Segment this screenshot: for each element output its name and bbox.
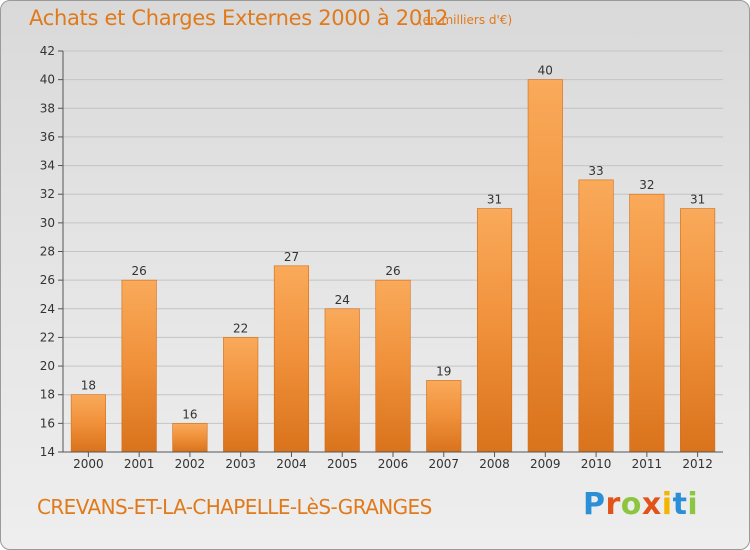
y-tick-label: 36 [40,130,55,144]
y-tick-label: 32 [40,187,55,201]
logo-letter: i [687,487,699,522]
data-label-2001: 26 [132,264,147,278]
data-label-2003: 22 [233,321,248,335]
data-label-2011: 32 [639,178,654,192]
logo-letter: P [583,487,606,522]
data-label-2007: 19 [436,364,451,378]
bar-2010 [578,179,614,453]
y-tick-label: 20 [40,359,55,373]
x-tick-label-2002: 2002 [175,457,206,471]
x-tick-label-2004: 2004 [276,457,307,471]
bar-2012 [680,208,716,453]
data-label-2005: 24 [335,293,350,307]
chart-subtitle: (en milliers d'€) [418,13,513,27]
bar-2011 [629,193,665,453]
bar-2009 [527,79,563,453]
y-tick-label: 18 [40,388,55,402]
logo-letter: r [605,487,621,522]
data-label-2009: 40 [538,64,553,78]
data-label-2008: 31 [487,193,502,207]
y-axis-ticks: 14 16 18 20 22 24 26 28 30 32 34 36 38 40 42 [40,44,63,459]
x-tick-label-2011: 2011 [632,457,663,471]
proxiti-logo: Proxiti [583,487,698,522]
bar-2002 [172,423,208,453]
x-tick-label-2001: 2001 [124,457,155,471]
bar-2005 [324,308,360,453]
data-label-2004: 27 [284,250,299,264]
logo-letter: t [672,487,688,522]
x-tick-label-2007: 2007 [428,457,459,471]
bar-2007 [426,380,462,453]
x-tick-label-2000: 2000 [73,457,104,471]
y-tick-label: 42 [40,44,55,58]
x-tick-label-2012: 2012 [682,457,713,471]
y-tick-label: 26 [40,273,55,287]
y-tick-label: 40 [40,73,55,87]
logo-letter: x [641,487,662,522]
y-tick-label: 34 [40,159,55,173]
logo-letter: i [661,487,673,522]
axes [62,51,723,453]
x-tick-label-2008: 2008 [479,457,510,471]
y-tick-label: 24 [40,302,55,316]
chart-title: Achats et Charges Externes 2000 à 2012 [29,6,449,30]
x-tick-label-2009: 2009 [530,457,561,471]
data-label-2010: 33 [588,164,603,178]
x-tick-label-2005: 2005 [327,457,358,471]
x-tick-label-2010: 2010 [581,457,612,471]
y-tick-label: 38 [40,101,55,115]
bar-2006 [375,279,411,453]
data-label-2000: 18 [81,379,96,393]
bar-2008 [476,208,513,453]
logo-letter: o [620,487,642,522]
y-tick-label: 16 [40,416,55,430]
bar-chart: 14 16 18 20 22 24 26 28 30 32 34 36 38 40 42 18 26 16 22 2… [40,44,723,471]
x-tick-label-2003: 2003 [225,457,256,471]
bars: 18 26 16 22 27 24 26 19 31 40 33 32 31 [70,64,716,453]
bar-2001 [121,279,157,453]
y-tick-label: 14 [40,445,55,459]
x-tick-label-2006: 2006 [378,457,409,471]
data-label-2012: 31 [690,193,705,207]
y-tick-label: 30 [40,216,55,230]
y-tick-label: 22 [40,330,55,344]
data-label-2006: 26 [385,264,400,278]
x-axis-ticks: 2000 2001 2002 2003 2004 2005 2006 2007 2008 2009… [73,452,713,471]
y-tick-label: 28 [40,245,55,259]
data-label-2002: 16 [182,407,197,421]
bar-2003 [223,337,259,453]
bar-2004 [273,265,310,453]
commune-name: CREVANS-ET-LA-CHAPELLE-LèS-GRANGES [37,495,432,519]
bar-2000 [70,394,106,453]
